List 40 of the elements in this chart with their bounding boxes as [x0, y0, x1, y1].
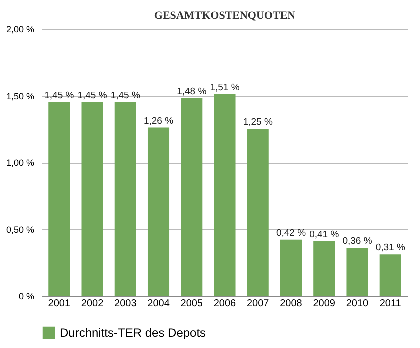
legend-label: Durchnitts-TER des Depots	[60, 326, 206, 340]
bar	[114, 102, 136, 296]
x-tick-label: 2008	[280, 298, 303, 310]
data-label: 0,31 %	[376, 242, 406, 254]
x-tick-label: 2003	[114, 298, 138, 310]
data-label: 1,26 %	[144, 116, 174, 127]
y-tick-label: 0 %	[18, 292, 34, 302]
y-tick-label: 2,00 %	[6, 24, 34, 34]
x-tick-label: 2007	[246, 298, 270, 310]
data-label: 0,36 %	[342, 236, 373, 247]
y-tick-label: 1,50 %	[6, 91, 34, 102]
data-label: 1,45 %	[78, 90, 108, 102]
bar	[380, 254, 402, 296]
data-label: 1,51 %	[210, 82, 240, 94]
x-tick-label: 2011	[380, 298, 402, 310]
x-tick-label: 2004	[148, 298, 170, 310]
x-tick-label: 2010	[346, 298, 370, 310]
bar	[82, 102, 104, 296]
bar	[48, 102, 70, 296]
x-tick-label: 2005	[180, 298, 204, 310]
y-tick-label: 1,00 %	[6, 158, 34, 168]
data-label: 1,45 %	[44, 90, 75, 102]
bar	[346, 248, 368, 296]
data-label: 0,42 %	[276, 228, 307, 239]
data-label: 1,48 %	[177, 86, 208, 98]
bar	[181, 98, 203, 296]
bar	[314, 241, 336, 296]
data-label: 1,45 %	[110, 90, 141, 102]
x-tick-label: 2002	[81, 298, 104, 310]
chart-title: GESAMTKOSTENQUOTEN	[154, 10, 296, 22]
x-tick-label: 2006	[214, 298, 237, 310]
x-tick-label: 2001	[48, 298, 71, 310]
bar	[148, 128, 170, 296]
bar	[280, 240, 302, 296]
bar	[214, 94, 236, 296]
x-tick-label: 2009	[313, 298, 336, 310]
y-tick-label: 0,50 %	[6, 224, 34, 235]
bar	[247, 129, 269, 296]
data-label: 0,41 %	[310, 229, 340, 240]
data-label: 1,25 %	[243, 117, 274, 128]
